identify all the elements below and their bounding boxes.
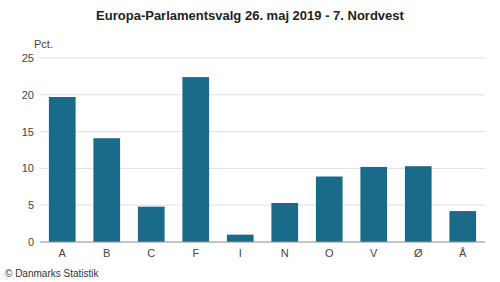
bar bbox=[227, 235, 254, 242]
grid-line bbox=[40, 131, 485, 132]
bar bbox=[449, 211, 476, 242]
title: Europa-Parlamentsvalg 26. maj 2019 - 7. … bbox=[96, 8, 404, 23]
x-tick-label: A bbox=[59, 247, 67, 259]
bars bbox=[49, 77, 476, 242]
bar bbox=[49, 97, 76, 242]
x-tick-label: O bbox=[325, 247, 334, 259]
bar bbox=[182, 77, 209, 242]
grid-line bbox=[40, 58, 485, 59]
y-tick-label: 25 bbox=[22, 52, 34, 64]
x-tick-label: B bbox=[103, 247, 110, 259]
bar bbox=[360, 167, 387, 242]
chart-container: Europa-Parlamentsvalg 26. maj 2019 - 7. … bbox=[0, 0, 500, 282]
grid-line bbox=[40, 242, 485, 243]
bar bbox=[93, 138, 120, 242]
y-tick-label: 20 bbox=[22, 89, 34, 101]
x-tick-label: V bbox=[370, 247, 378, 259]
bar bbox=[316, 176, 343, 242]
x-tick-label: N bbox=[281, 247, 289, 259]
footer: © Danmarks Statistik bbox=[5, 268, 100, 279]
chart: Europa-Parlamentsvalg 26. maj 2019 - 7. … bbox=[0, 0, 500, 282]
y-axis-label: Pct. bbox=[34, 38, 53, 50]
y-axis: 0 5 10 15 20 25 bbox=[22, 52, 485, 248]
x-tick-label: I bbox=[239, 247, 242, 259]
y-tick-label: 15 bbox=[22, 126, 34, 138]
x-axis-line bbox=[40, 242, 485, 243]
x-tick-label: Å bbox=[459, 247, 467, 259]
x-tick-label: Ø bbox=[414, 247, 423, 259]
bar bbox=[138, 207, 165, 242]
x-axis: ABCFINOVØÅ bbox=[59, 247, 468, 259]
y-tick-label: 0 bbox=[28, 236, 34, 248]
x-tick-label: F bbox=[192, 247, 199, 259]
grid-line bbox=[40, 94, 485, 95]
x-tick-label: C bbox=[147, 247, 155, 259]
y-tick-label: 10 bbox=[22, 162, 34, 174]
bar bbox=[405, 166, 432, 242]
y-tick-label: 5 bbox=[28, 199, 34, 211]
bar bbox=[271, 203, 298, 242]
